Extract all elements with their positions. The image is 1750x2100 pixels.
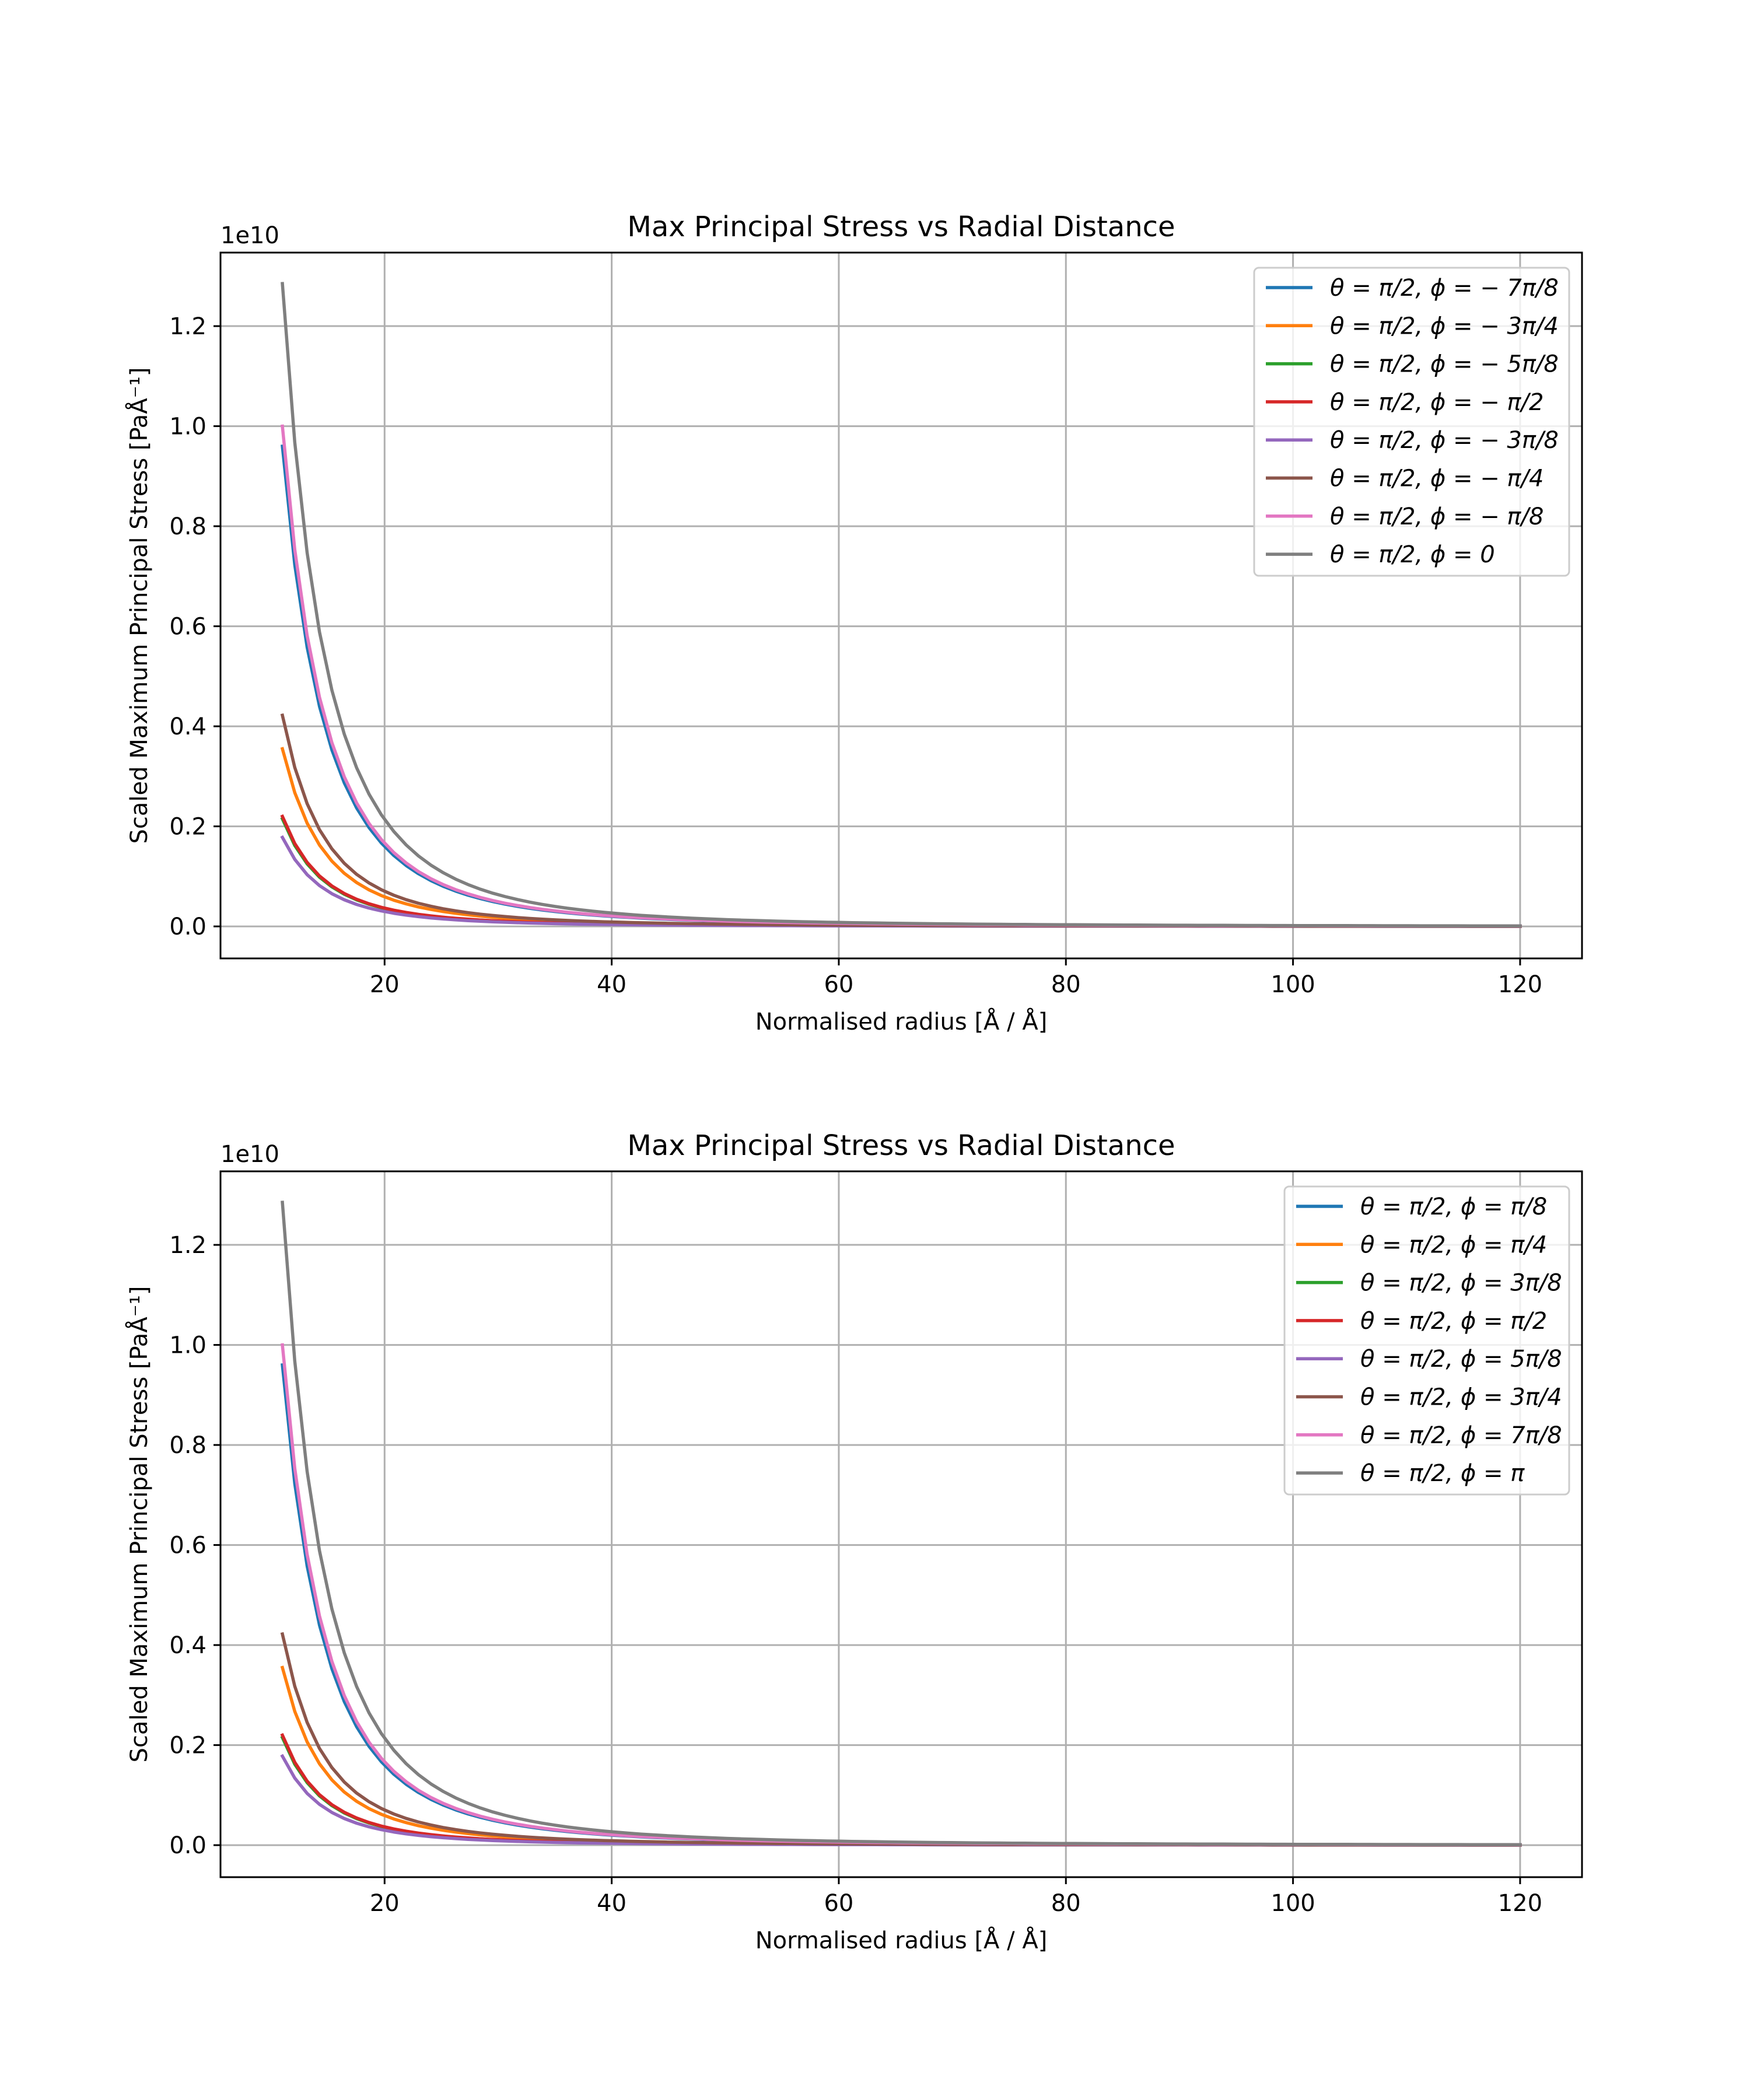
y-tick-label: 0.0 xyxy=(169,914,206,940)
legend-entry: θ = π/2, ϕ = − π/4 xyxy=(1330,466,1544,492)
x-tick-label: 100 xyxy=(1270,1890,1315,1917)
plot-frame xyxy=(219,1170,1583,1878)
x-tick-label: 60 xyxy=(824,1890,853,1917)
series-line-4 xyxy=(280,814,1522,928)
legend-entry: θ = π/2, ϕ = − π/2 xyxy=(1330,389,1544,416)
legend-entry: θ = π/2, ϕ = π/4 xyxy=(1360,1231,1547,1258)
legend-entry: θ = π/2, ϕ = 5π/8 xyxy=(1360,1346,1562,1373)
legend-entry: θ = π/2, ϕ = − 3π/4 xyxy=(1330,313,1559,340)
x-tick-label: 80 xyxy=(1051,1890,1081,1917)
x-axis-label: Normalised radius [Å / Å] xyxy=(755,1007,1048,1035)
legend: θ = π/2, ϕ = π/8 θ = π/2, ϕ = π/4 θ = π/2,… xyxy=(1283,1185,1570,1496)
legend: θ = π/2, ϕ = − 7π/8 θ = π/2, ϕ = − 3π/4 θ … xyxy=(1253,267,1570,577)
legend-box xyxy=(1283,1185,1570,1496)
legend-entry: θ = π/2, ϕ = π xyxy=(1360,1460,1525,1487)
x-tick-label: 100 xyxy=(1270,971,1315,998)
chart-panel-2: 20 40 60 80 100 120 0.0 0.2 0.4 0.6 0.8 1.0 1.2 1e10 M… xyxy=(125,1129,1583,1954)
legend-entry: θ = π/2, ϕ = − π/8 xyxy=(1330,503,1544,530)
x-tick-label: 60 xyxy=(824,971,853,998)
y-axis-label: Scaled Maximum Principal Stress [PaÅ⁻¹] xyxy=(125,368,153,844)
y-offset-label: 1e10 xyxy=(220,222,279,249)
legend-entry: θ = π/2, ϕ = π/8 xyxy=(1360,1194,1547,1220)
x-tick-label: 20 xyxy=(370,971,400,998)
y-tick-label: 1.2 xyxy=(169,313,206,340)
chart-panel-1: 20 40 60 80 100 120 0.0 0.2 0.4 0.6 0.8 1.0 1.2 1e10 M… xyxy=(125,211,1583,1035)
x-tick-label: 120 xyxy=(1498,971,1542,998)
series-line-3 xyxy=(280,1735,1522,1847)
y-tick-label: 0.6 xyxy=(169,614,206,640)
legend-entry: θ = π/2, ϕ = 0 xyxy=(1330,541,1495,568)
series-line-8 xyxy=(281,1200,1522,1847)
y-tick-label: 0.2 xyxy=(169,1732,206,1759)
series-line-8 xyxy=(281,282,1522,928)
series-line-3 xyxy=(280,817,1522,928)
y-tick-label: 0.0 xyxy=(169,1832,206,1859)
legend-entry: θ = π/2, ϕ = 3π/4 xyxy=(1360,1384,1562,1411)
y-tick-label: 0.4 xyxy=(169,713,206,740)
x-tick-label: 40 xyxy=(597,1890,626,1917)
legend-entry: θ = π/2, ϕ = − 5π/8 xyxy=(1330,351,1559,378)
y-tick-label: 0.4 xyxy=(169,1632,206,1659)
x-tick-label: 20 xyxy=(370,1890,400,1917)
series-line-4 xyxy=(280,1732,1522,1847)
x-tick-label: 40 xyxy=(597,971,626,998)
legend-entry: θ = π/2, ϕ = 3π/8 xyxy=(1360,1270,1562,1297)
x-tick-label: 120 xyxy=(1498,1890,1542,1917)
y-tick-label: 0.8 xyxy=(169,513,206,540)
y-tick-label: 1.2 xyxy=(169,1232,206,1259)
x-tick-label: 80 xyxy=(1051,971,1081,998)
y-offset-label: 1e10 xyxy=(220,1141,279,1168)
y-tick-label: 1.0 xyxy=(169,1332,206,1359)
legend-entry: θ = π/2, ϕ = 7π/8 xyxy=(1360,1422,1562,1449)
x-axis-label: Normalised radius [Å / Å] xyxy=(755,1926,1048,1954)
legend-entry: θ = π/2, ϕ = − 3π/8 xyxy=(1330,427,1559,454)
y-tick-label: 0.6 xyxy=(169,1532,206,1559)
legend-box xyxy=(1253,267,1570,577)
chart-title: Max Principal Stress vs Radial Distance xyxy=(627,211,1175,243)
series-line-2 xyxy=(280,747,1522,928)
y-tick-label: 0.8 xyxy=(169,1432,206,1459)
legend-entry: θ = π/2, ϕ = π/2 xyxy=(1360,1308,1547,1335)
legend-entry: θ = π/2, ϕ = − 7π/8 xyxy=(1330,275,1559,302)
y-tick-label: 0.2 xyxy=(169,814,206,841)
series-line-2 xyxy=(280,1665,1522,1847)
plot-frame xyxy=(219,251,1583,960)
chart-title: Max Principal Stress vs Radial Distance xyxy=(627,1129,1175,1162)
y-tick-label: 1.0 xyxy=(169,414,206,440)
y-axis-label: Scaled Maximum Principal Stress [PaÅ⁻¹] xyxy=(125,1286,153,1763)
